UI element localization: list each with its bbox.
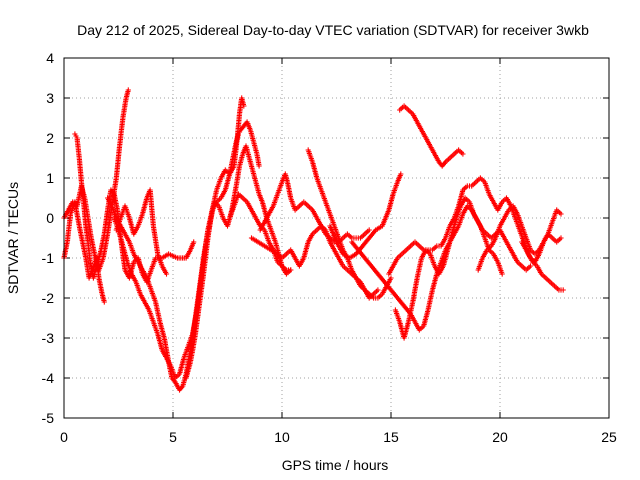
- x-axis-label: GPS time / hours: [282, 457, 389, 473]
- series-track-6: [113, 187, 170, 277]
- series-markers: [392, 195, 534, 341]
- series-track-12: [327, 171, 404, 261]
- series-track-18: [519, 231, 564, 265]
- x-tick-label: 10: [274, 429, 290, 445]
- series-markers: [183, 95, 247, 381]
- series-markers: [72, 131, 197, 285]
- y-tick-label: 2: [46, 130, 54, 146]
- y-tick-label: 3: [46, 90, 54, 106]
- series-track-13: [349, 203, 505, 333]
- plot-frame: [63, 57, 610, 419]
- x-tick-label: 20: [492, 429, 508, 445]
- x-tick-labels: 0 5 10 15 20 25: [60, 429, 617, 445]
- series-track-4: [105, 119, 262, 393]
- series-track-16: [392, 195, 534, 341]
- series-track-14: [397, 103, 466, 169]
- series-markers: [327, 171, 404, 261]
- series-track-10: [257, 171, 372, 245]
- y-tick-label: -2: [42, 290, 55, 306]
- y-tick-label: -4: [42, 370, 55, 386]
- y-tick-label: -5: [42, 410, 55, 426]
- x-tick-label: 25: [601, 429, 617, 445]
- y-tick-label: 4: [46, 50, 54, 66]
- y-axis-label: SDTVAR / TECUs: [5, 182, 21, 294]
- y-tick-label: 1: [46, 170, 54, 186]
- series-track-7: [183, 95, 247, 381]
- series-markers: [519, 231, 564, 265]
- series-markers: [397, 103, 466, 169]
- series-markers: [349, 203, 505, 333]
- series-markers: [386, 175, 566, 293]
- y-tick-label: 0: [46, 210, 54, 226]
- x-tick-label: 15: [383, 429, 399, 445]
- series-track-2: [72, 131, 197, 285]
- y-tick-labels: -5 -4 -3 -2 -1 0 1 2 3 4: [42, 50, 55, 426]
- series-markers: [113, 187, 170, 277]
- series-track-11: [305, 147, 381, 301]
- data-series: [61, 87, 566, 393]
- series-markers: [305, 147, 381, 301]
- chart-title: Day 212 of 2025, Sidereal Day-to-day VTE…: [77, 22, 589, 38]
- x-tick-label: 5: [169, 429, 177, 445]
- y-tick-label: -3: [42, 330, 55, 346]
- series-markers: [105, 119, 262, 393]
- series-track-15: [386, 175, 566, 293]
- series-markers: [257, 171, 372, 245]
- x-tick-label: 0: [60, 429, 68, 445]
- y-tick-label: -1: [42, 250, 55, 266]
